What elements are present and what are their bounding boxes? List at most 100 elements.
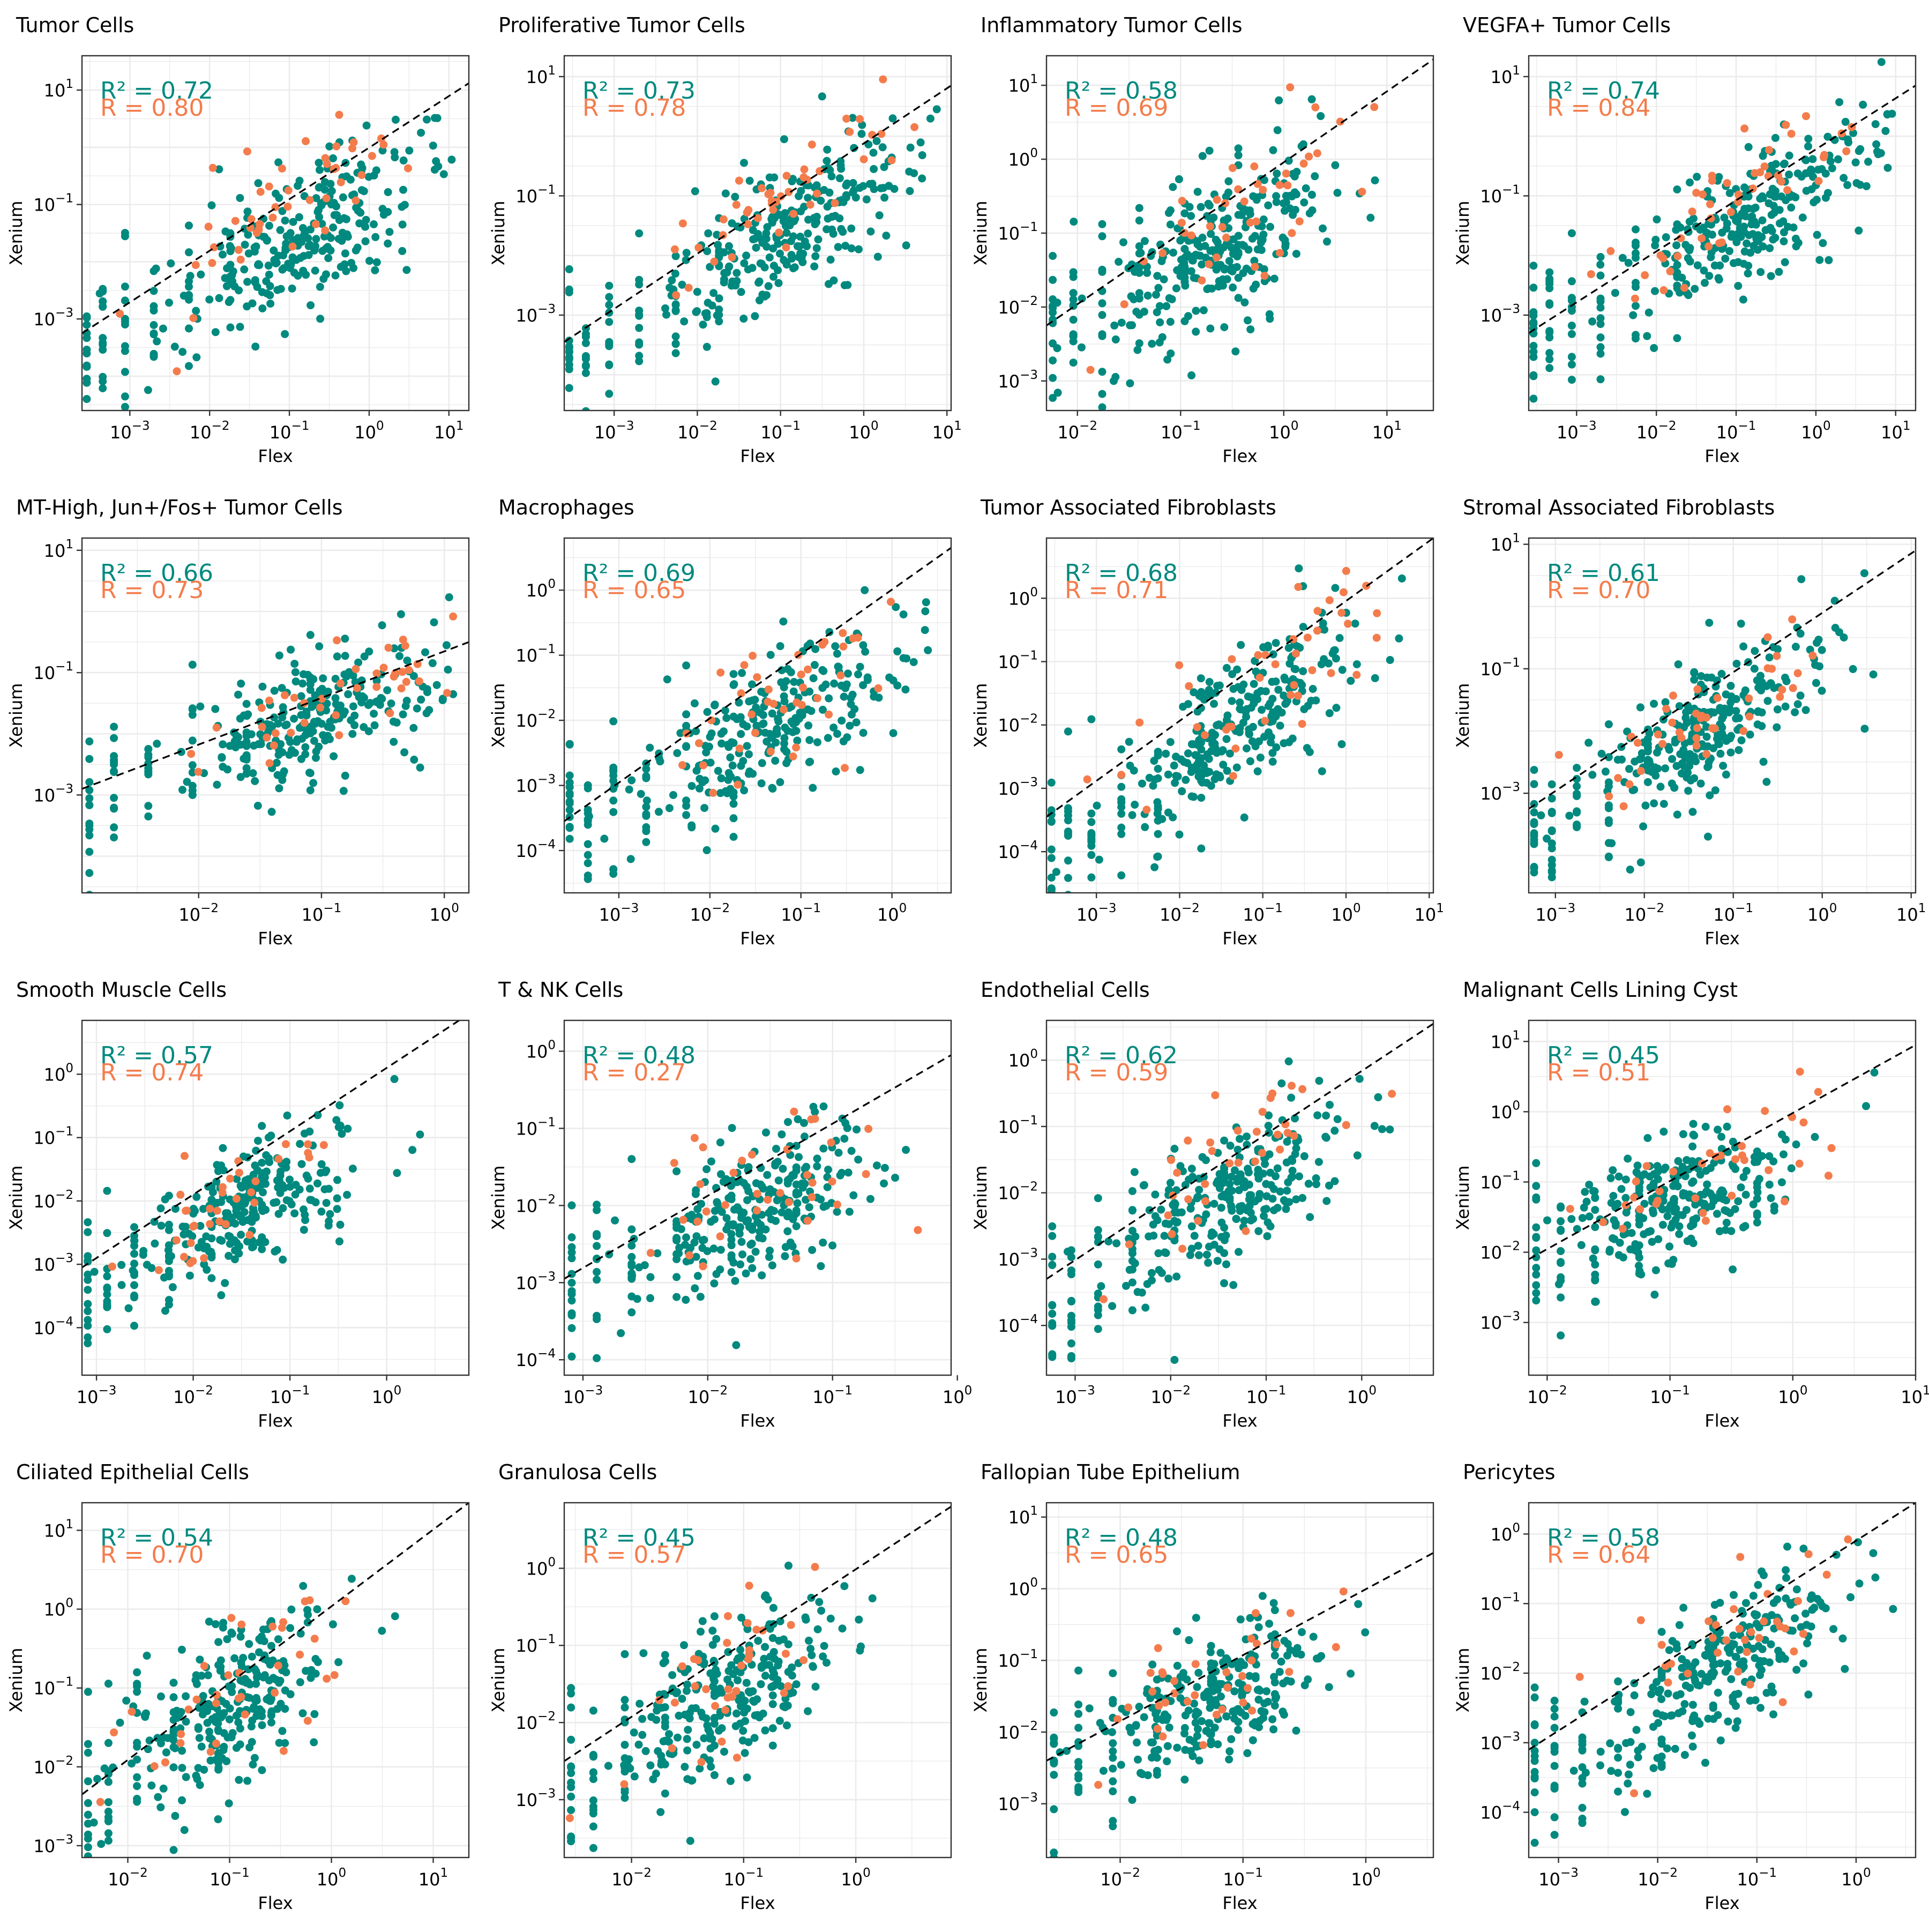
orange-point: [1674, 252, 1682, 260]
teal-point: [1125, 738, 1133, 746]
y-tick-label: 101: [44, 77, 73, 101]
x-tick-label: 10−1: [812, 1384, 853, 1407]
orange-point: [1773, 652, 1781, 660]
teal-point: [1162, 750, 1170, 758]
orange-point: [304, 1140, 312, 1148]
teal-point: [683, 249, 691, 257]
orange-point: [1235, 1159, 1243, 1167]
teal-point: [242, 1679, 250, 1687]
teal-point: [1336, 634, 1344, 642]
teal-point: [1878, 58, 1886, 66]
teal-point: [907, 144, 915, 152]
teal-point: [804, 721, 812, 729]
x-tick-label: 10−2: [173, 1384, 213, 1407]
teal-point: [1070, 316, 1078, 324]
teal-point: [150, 330, 158, 338]
teal-point: [309, 779, 317, 787]
teal-point: [1597, 375, 1605, 383]
x-tick-label: 10−3: [599, 901, 639, 925]
teal-point: [251, 243, 259, 251]
teal-point: [1548, 780, 1556, 788]
teal-point: [1217, 1204, 1225, 1212]
teal-point: [1233, 1175, 1241, 1183]
teal-point: [1673, 185, 1681, 193]
teal-point: [1274, 126, 1282, 134]
teal-point: [810, 1103, 818, 1111]
teal-point: [1064, 856, 1072, 864]
teal-point: [840, 693, 848, 701]
teal-point: [122, 1697, 130, 1705]
x-tick-label: 101: [1372, 419, 1402, 443]
teal-point: [814, 235, 823, 243]
orange-point: [803, 1171, 811, 1179]
teal-point: [794, 1199, 802, 1207]
orange-point: [1814, 1088, 1822, 1096]
teal-point: [178, 1764, 186, 1772]
teal-point: [902, 1146, 910, 1154]
orange-point: [1282, 169, 1290, 177]
orange-point: [775, 229, 783, 237]
teal-point: [1170, 1356, 1178, 1364]
teal-point: [1274, 1204, 1282, 1212]
orange-point: [672, 291, 680, 299]
teal-point: [582, 339, 590, 347]
y-axis-label: Xenium: [488, 1166, 509, 1230]
teal-point: [874, 253, 882, 261]
teal-point: [1654, 1235, 1662, 1243]
teal-point: [1131, 1168, 1139, 1176]
x-tick-label: 10−1: [302, 901, 342, 925]
teal-point: [1309, 685, 1317, 693]
orange-point: [1666, 267, 1674, 275]
teal-point: [682, 742, 690, 750]
teal-point: [1752, 204, 1760, 212]
orange-point: [352, 665, 360, 673]
teal-point: [762, 243, 771, 251]
teal-point: [1371, 674, 1379, 682]
teal-point: [730, 681, 738, 689]
teal-point: [790, 688, 798, 696]
teal-point: [1704, 833, 1712, 841]
teal-point: [1840, 174, 1848, 182]
orange-point: [1254, 651, 1262, 659]
y-tick-label: 10−4: [998, 839, 1038, 862]
orange-point: [720, 215, 728, 223]
teal-point: [1765, 199, 1773, 207]
orange-point: [849, 635, 857, 643]
teal-point: [1049, 435, 1057, 443]
teal-point: [1855, 227, 1863, 235]
teal-point: [238, 1184, 246, 1192]
teal-point: [723, 1214, 731, 1222]
teal-point: [1295, 564, 1303, 572]
teal-point: [1220, 323, 1228, 331]
teal-point: [373, 697, 381, 705]
orange-point: [741, 661, 749, 669]
orange-point: [1702, 750, 1710, 758]
teal-point: [1135, 294, 1143, 302]
teal-point: [823, 157, 831, 165]
teal-point: [286, 1624, 294, 1632]
teal-point: [568, 1324, 576, 1332]
orange-point: [1206, 222, 1214, 230]
teal-point: [1228, 697, 1236, 705]
r-label: R = 0.51: [1547, 1059, 1650, 1086]
teal-point: [1773, 723, 1781, 732]
teal-point: [1178, 787, 1186, 795]
teal-point: [1070, 332, 1078, 340]
orange-point: [1258, 1149, 1266, 1157]
teal-point: [849, 691, 857, 699]
teal-point: [1307, 697, 1315, 705]
x-axis-label: Flex: [740, 928, 775, 949]
teal-point: [1788, 1165, 1796, 1173]
teal-point: [1235, 1186, 1243, 1194]
orange-point: [749, 652, 757, 660]
teal-point: [849, 179, 857, 187]
teal-point: [1353, 660, 1361, 668]
teal-point: [1733, 660, 1741, 668]
teal-point: [1243, 1132, 1251, 1140]
teal-point: [1722, 771, 1730, 779]
orange-point: [792, 1255, 801, 1263]
teal-point: [716, 1138, 724, 1146]
teal-point: [409, 724, 417, 732]
